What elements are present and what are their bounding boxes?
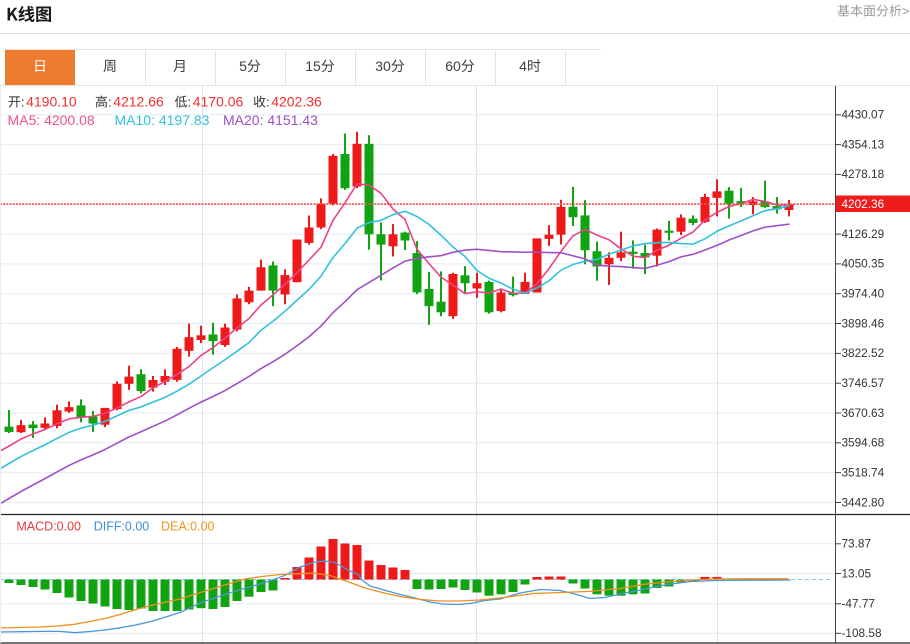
svg-text:-47.77: -47.77 xyxy=(842,597,875,611)
svg-text:4278.18: 4278.18 xyxy=(842,167,885,181)
svg-text:MACD:0.00: MACD:0.00 xyxy=(16,520,81,534)
svg-text:15: 15 xyxy=(305,58,321,74)
svg-text:4202.36: 4202.36 xyxy=(842,197,885,211)
svg-text:3974.40: 3974.40 xyxy=(842,287,885,301)
svg-text:MA10: 4197.83: MA10: 4197.83 xyxy=(115,112,210,128)
svg-text:4430.07: 4430.07 xyxy=(842,108,885,122)
svg-text:30: 30 xyxy=(375,58,391,74)
svg-text:3518.74: 3518.74 xyxy=(842,465,885,479)
svg-text:>: > xyxy=(902,4,910,19)
svg-text::: : xyxy=(188,95,192,110)
svg-text:3898.46: 3898.46 xyxy=(842,316,885,330)
svg-text:4050.35: 4050.35 xyxy=(842,257,885,271)
svg-text:4126.29: 4126.29 xyxy=(842,227,885,241)
svg-text:4354.13: 4354.13 xyxy=(842,137,885,151)
svg-text:3670.63: 3670.63 xyxy=(842,406,885,420)
svg-text:73.87: 73.87 xyxy=(842,537,872,551)
svg-text:13.05: 13.05 xyxy=(842,566,872,580)
svg-text:MA20: 4151.43: MA20: 4151.43 xyxy=(223,112,318,128)
svg-text:4202.36: 4202.36 xyxy=(271,94,322,110)
svg-text:DIFF:0.00: DIFF:0.00 xyxy=(94,520,150,534)
svg-text:4170.06: 4170.06 xyxy=(193,94,244,110)
svg-text:3594.68: 3594.68 xyxy=(842,436,885,450)
svg-text:3442.80: 3442.80 xyxy=(842,495,885,509)
svg-text::: : xyxy=(21,95,25,110)
svg-text::: : xyxy=(108,95,112,110)
svg-text::: : xyxy=(266,95,270,110)
svg-text:5: 5 xyxy=(239,58,247,74)
svg-text:60: 60 xyxy=(445,58,461,74)
svg-text:3746.57: 3746.57 xyxy=(842,376,885,390)
svg-text:3822.52: 3822.52 xyxy=(842,346,885,360)
svg-text:-108.58: -108.58 xyxy=(842,626,882,640)
svg-text:MA5: 4200.08: MA5: 4200.08 xyxy=(8,112,95,128)
svg-text:4: 4 xyxy=(519,58,527,74)
svg-text:4212.66: 4212.66 xyxy=(113,94,164,110)
svg-text:DEA:0.00: DEA:0.00 xyxy=(161,520,215,534)
svg-text:4190.10: 4190.10 xyxy=(26,94,77,110)
